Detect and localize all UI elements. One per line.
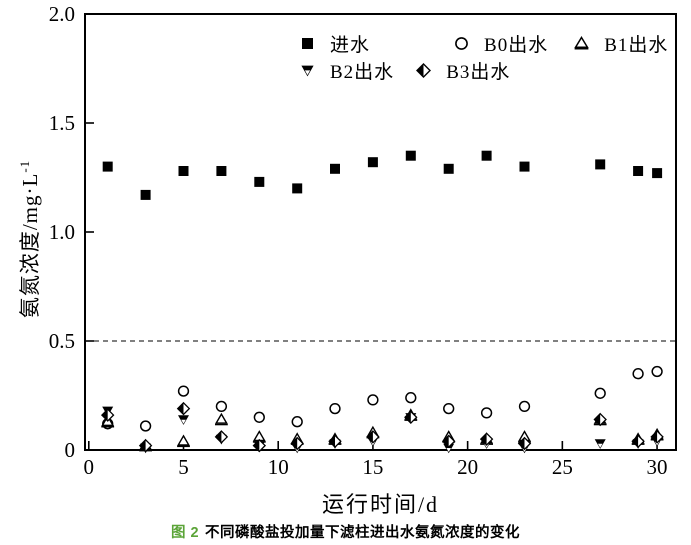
x-tick-label: 5 xyxy=(178,455,189,479)
data-point-series-1 xyxy=(253,411,265,423)
data-point-series-4 xyxy=(650,430,664,444)
figure-caption-text: 不同磷酸盐投加量下滤柱进出水氨氮浓度的变化 xyxy=(205,525,521,541)
data-point-series-0 xyxy=(519,161,530,172)
x-tick-label: 10 xyxy=(268,455,289,479)
figure-caption-label: 图 2 xyxy=(170,525,200,541)
data-point-series-1 xyxy=(518,400,531,413)
data-point-series-4 xyxy=(252,438,267,453)
data-point-series-3 xyxy=(178,415,189,425)
y-tick-label: 1.5 xyxy=(49,111,75,135)
data-point-series-1 xyxy=(139,420,152,432)
triangle-down-half-filled-icon xyxy=(301,65,314,77)
data-point-series-1 xyxy=(215,400,228,413)
data-point-series-0 xyxy=(254,176,265,187)
legend-row-2: B2出水 B3出水 xyxy=(300,57,668,84)
figure-caption: 图 2 不同磷酸盐投加量下滤柱进出水氨氮浓度的变化 xyxy=(0,521,691,542)
x-tick-label: 15 xyxy=(362,455,383,479)
data-point-series-1 xyxy=(177,385,190,397)
data-point-series-0 xyxy=(367,157,378,168)
data-point-series-4 xyxy=(366,430,380,444)
legend-row-1: 进水 B0出水 B1出水 xyxy=(300,30,668,57)
data-point-series-0 xyxy=(595,159,606,170)
data-point-series-0 xyxy=(140,189,151,200)
legend-label-b0: B0出水 xyxy=(484,35,549,56)
x-tick-label: 25 xyxy=(552,455,573,479)
square-filled-icon xyxy=(302,38,313,49)
data-point-series-4 xyxy=(138,438,153,453)
data-point-series-1 xyxy=(443,402,455,415)
data-point-series-4 xyxy=(176,401,191,416)
data-point-series-4 xyxy=(517,436,532,451)
data-point-series-0 xyxy=(633,166,644,176)
y-axis-label: 氨氮浓度/mg·L-1 xyxy=(14,124,44,354)
legend: 进水 B0出水 B1出水 xyxy=(300,30,668,84)
legend-item-b2: B2出水 xyxy=(300,57,394,84)
data-point-series-2 xyxy=(214,412,228,426)
legend-item-influent: 进水 xyxy=(300,30,370,57)
chart-canvas: 0 5 10 15 20 25 30 0 0.5 1.0 1.5 2.0 xyxy=(49,2,677,479)
data-point-series-0 xyxy=(216,166,227,176)
data-point-series-0 xyxy=(652,168,663,179)
legend-label-b2: B2出水 xyxy=(330,62,395,83)
legend-label-influent: 进水 xyxy=(330,35,371,56)
data-point-series-1 xyxy=(651,365,663,378)
data-point-series-4 xyxy=(593,412,607,427)
data-point-series-3 xyxy=(594,439,606,449)
legend-item-b0: B0出水 xyxy=(454,30,548,57)
data-point-series-4 xyxy=(328,434,342,449)
data-point-series-1 xyxy=(329,402,341,415)
data-point-series-0 xyxy=(102,161,113,172)
data-point-series-1 xyxy=(594,387,606,399)
data-point-series-1 xyxy=(367,394,379,406)
data-point-series-2 xyxy=(177,434,190,448)
x-tick-label: 0 xyxy=(84,455,95,479)
data-point-series-3 xyxy=(443,443,455,454)
data-point-series-4 xyxy=(100,408,115,422)
y-tick-label: 1.0 xyxy=(49,220,75,244)
legend-label-b3: B3出水 xyxy=(446,62,511,83)
legend-item-b1: B1出水 xyxy=(574,30,668,57)
data-point-series-0 xyxy=(481,150,492,161)
y-tick-label: 2.0 xyxy=(49,2,75,26)
x-tick-label: 20 xyxy=(457,455,478,479)
data-point-series-4 xyxy=(441,434,456,449)
data-point-series-0 xyxy=(443,163,454,174)
data-point-series-1 xyxy=(632,368,644,380)
y-tick-label: 0.5 xyxy=(49,329,75,353)
triangle-up-open-base-icon xyxy=(574,36,589,50)
x-tick-label: 30 xyxy=(647,455,668,479)
y-axis-label-text: 氨氮浓度/mg·L xyxy=(18,172,42,319)
y-axis-label-exponent: -1 xyxy=(17,159,32,173)
data-point-series-1 xyxy=(480,407,493,419)
chart-area: 0 5 10 15 20 25 30 0 0.5 1.0 1.5 2.0 氨氮浓度/mg·L-1 运行… xyxy=(14,2,677,517)
data-point-series-4 xyxy=(479,432,494,446)
data-point-series-1 xyxy=(291,416,303,428)
data-point-series-1 xyxy=(405,392,417,404)
data-point-series-4 xyxy=(290,436,304,451)
x-axis-label: 运行时间/d xyxy=(321,492,440,517)
data-point-series-4 xyxy=(631,434,645,449)
y-tick-label: 0 xyxy=(65,438,76,462)
legend-item-b3: B3出水 xyxy=(416,57,510,84)
data-point-series-0 xyxy=(178,166,189,176)
diamond-half-filled-icon xyxy=(416,63,432,78)
data-point-series-4 xyxy=(214,430,229,444)
data-point-series-4 xyxy=(404,410,418,425)
data-point-series-0 xyxy=(405,150,416,161)
circle-open-icon xyxy=(455,37,468,50)
data-point-series-0 xyxy=(330,163,340,174)
legend-label-b1: B1出水 xyxy=(604,35,669,56)
data-point-series-0 xyxy=(292,183,303,194)
